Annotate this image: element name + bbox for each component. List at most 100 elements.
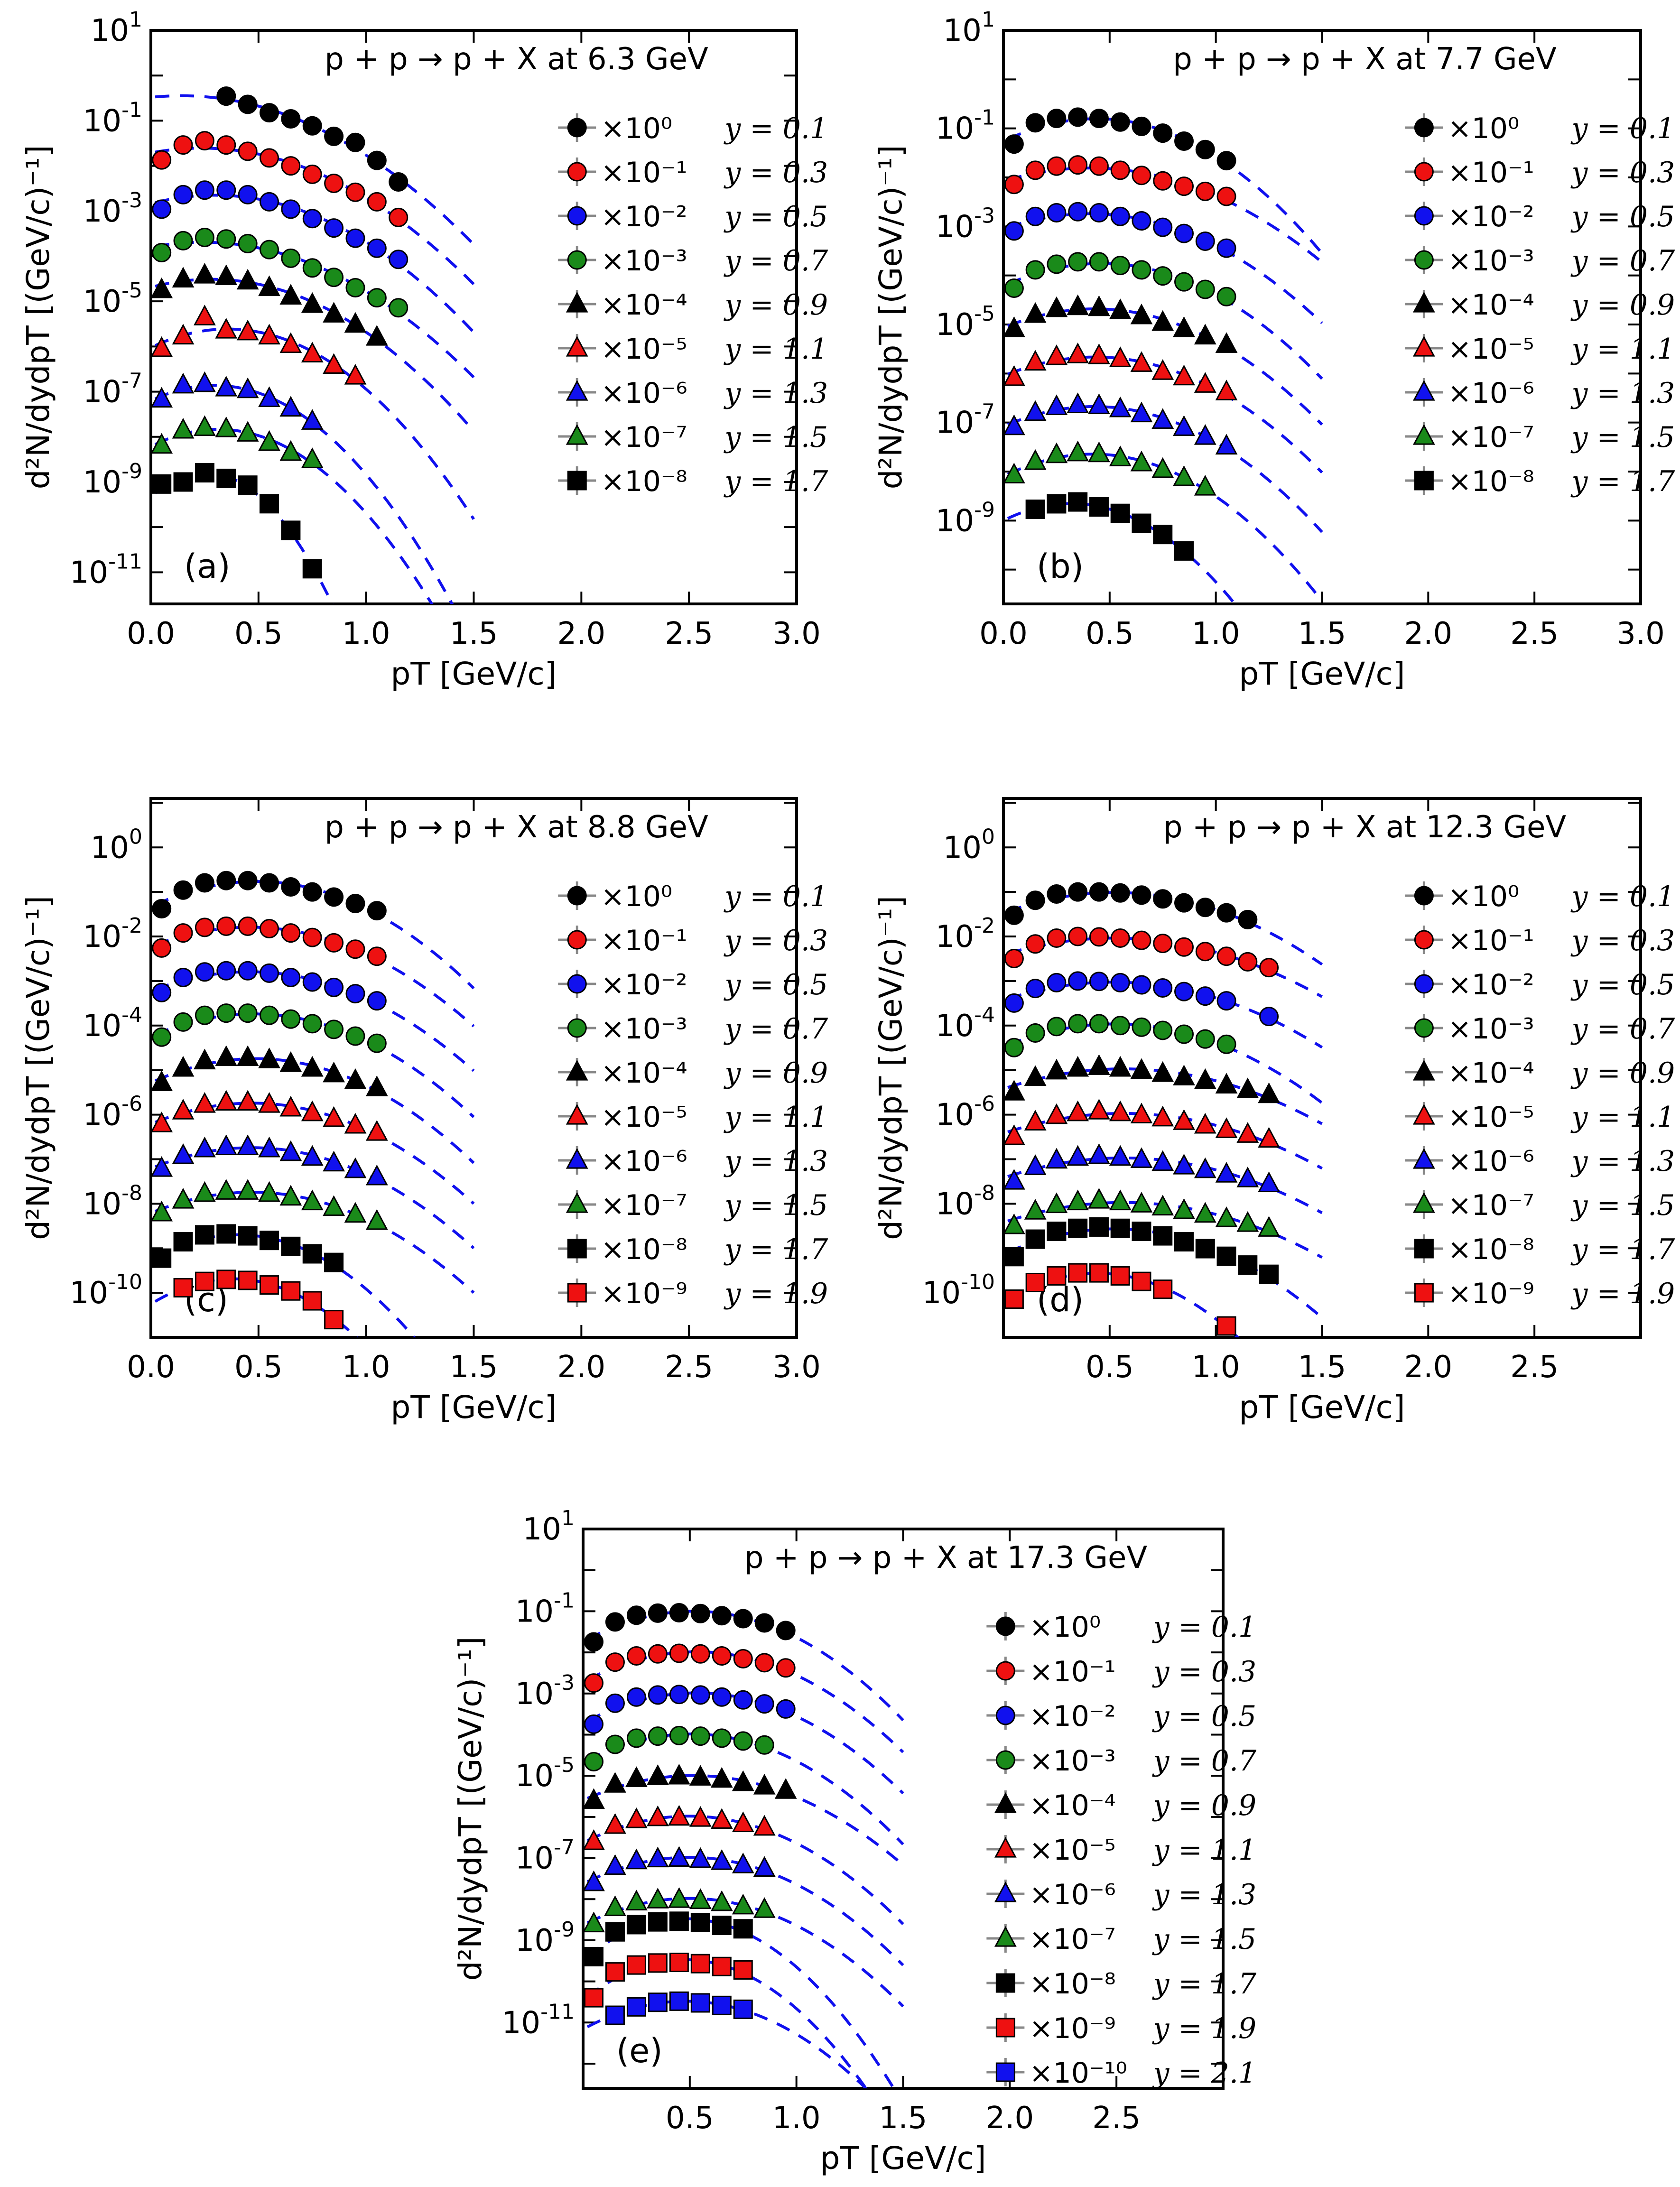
data-point (1025, 160, 1045, 180)
data-point (195, 873, 214, 893)
data-point (194, 1136, 216, 1158)
legend-scale: ×10⁻⁴ (1448, 288, 1534, 322)
data-point (584, 1673, 603, 1693)
data-point (279, 440, 302, 461)
data-point (1068, 107, 1088, 127)
legend-scale: ×10⁻⁶ (1448, 377, 1534, 410)
data-point (151, 1070, 173, 1092)
data-point (301, 1056, 324, 1077)
data-point (281, 248, 301, 268)
legend-scale: ×10⁻¹ (601, 156, 687, 189)
data-point (1067, 440, 1089, 462)
data-point (260, 1275, 279, 1295)
legend-label: y = 0.9 (723, 288, 828, 322)
data-point (1045, 394, 1068, 416)
data-point (1003, 1213, 1025, 1234)
legend-label: y = 0.7 (1570, 244, 1676, 278)
data-point (648, 1953, 668, 1973)
data-point (279, 1095, 302, 1117)
data-point (1132, 513, 1151, 533)
data-point (1089, 1217, 1109, 1237)
data-point (1151, 457, 1174, 478)
data-point (279, 1140, 302, 1161)
data-point (669, 1911, 689, 1931)
legend-scale: ×10⁻⁵ (601, 1101, 687, 1134)
data-point (1110, 160, 1130, 180)
data-point (1195, 1029, 1215, 1049)
data-point (195, 1005, 214, 1025)
data-point (1238, 952, 1258, 972)
data-point (1130, 1058, 1153, 1079)
data-point (712, 1728, 732, 1748)
data-point (1110, 1218, 1130, 1238)
x-tick-label: 1.5 (450, 616, 498, 651)
data-point (258, 1092, 280, 1113)
data-point (1174, 1232, 1194, 1252)
x-tick-label: 2.5 (665, 1350, 713, 1385)
chart-panel-a: 0.0 0.5 1.0 1.5 2.0 2.5 3.0 101 10-1 10-3 10-5 10-7… (20, 8, 828, 692)
data-point (215, 264, 238, 286)
data-point (1216, 186, 1236, 206)
data-point (216, 1224, 236, 1244)
data-point (1153, 1226, 1173, 1246)
data-point (279, 396, 302, 417)
data-point (584, 1988, 603, 2008)
data-point (151, 277, 173, 298)
legend-marker (566, 1192, 588, 1213)
legend-label: y = 0.7 (723, 244, 828, 278)
data-point (1109, 346, 1132, 367)
legend-scale: ×10⁻⁶ (601, 1145, 687, 1178)
legend: ×10⁰ y = 0.1 ×10⁻¹ y = 0.3 ×10⁻² y = 0.5 ×10⁻³… (1405, 880, 1675, 1310)
data-point (195, 1225, 214, 1245)
data-point (1258, 1216, 1280, 1237)
data-point (1173, 1065, 1195, 1085)
legend-marker (995, 1661, 1015, 1681)
data-point (1068, 252, 1088, 272)
data-point (1024, 1065, 1047, 1086)
data-point (753, 1815, 776, 1836)
legend-scale: ×10⁻³ (1029, 1744, 1115, 1778)
x-tick-label: 2.5 (1510, 1350, 1559, 1385)
data-point (301, 447, 324, 468)
x-axis-label: pT [GeV/c] (390, 656, 557, 692)
legend-scale: ×10⁻⁵ (1448, 1101, 1534, 1134)
legend-label: y = 0.3 (1151, 1655, 1256, 1688)
data-markers (1003, 882, 1280, 1336)
legend-scale: ×10⁻⁸ (1029, 1967, 1115, 2001)
data-point (172, 1143, 195, 1164)
legend-label: y = 1.1 (1570, 1101, 1675, 1134)
data-point (216, 961, 236, 981)
data-point (195, 917, 214, 937)
data-point (238, 916, 258, 936)
legend: ×10⁰ y = 0.1 ×10⁻¹ y = 0.3 ×10⁻² y = 0.5 ×10⁻³… (558, 880, 828, 1310)
data-point (1153, 217, 1173, 237)
y-axis-label: d²N/dydpT [(GeV/c)⁻¹] (872, 145, 909, 490)
data-point (584, 1751, 603, 1771)
legend-marker (566, 424, 588, 445)
data-point (648, 1992, 668, 2012)
legend-marker (994, 1881, 1017, 1902)
data-point (1068, 202, 1088, 222)
legend-scale: ×10⁻⁷ (601, 1189, 687, 1222)
data-point (302, 1014, 322, 1034)
data-point (669, 1991, 689, 2011)
data-point (1047, 1017, 1067, 1037)
y-tick-label: 10-3 (515, 1671, 575, 1712)
legend-marker (1414, 974, 1434, 994)
legend-label: y = 1.3 (723, 377, 828, 410)
data-point (604, 1772, 626, 1793)
data-point (367, 1033, 387, 1053)
data-point (194, 1181, 216, 1202)
data-point (668, 1846, 690, 1867)
data-point (324, 1310, 344, 1330)
panel-label: (b) (1037, 547, 1084, 586)
data-point (1004, 949, 1024, 968)
data-point (345, 984, 365, 1004)
data-point (216, 468, 236, 488)
y-axis-label: d²N/dydpT [(GeV/c)⁻¹] (20, 896, 56, 1240)
data-point (1216, 903, 1236, 923)
data-point (605, 1734, 625, 1754)
data-point (367, 150, 387, 170)
legend-scale: ×10⁻⁵ (601, 333, 687, 366)
data-point (625, 1890, 648, 1910)
